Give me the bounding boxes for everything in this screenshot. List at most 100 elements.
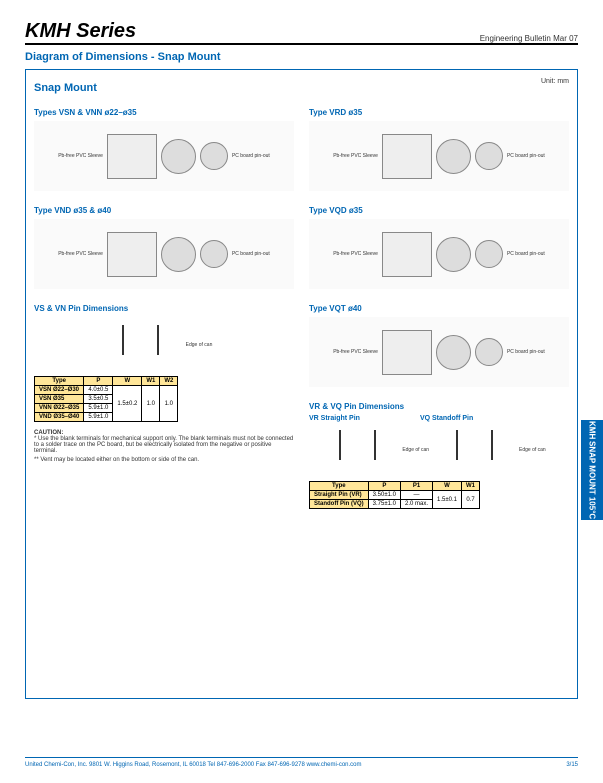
- pc-board-label-3: PC board pin-out: [507, 153, 545, 159]
- capacitor-top-icon: [161, 237, 196, 272]
- type-vnd-label: Type VND ø35 & ø40: [34, 206, 294, 215]
- cell: 1.0: [142, 386, 160, 422]
- cell: 1.5±0.2: [113, 386, 142, 422]
- type-vsn-vnn-label: Types VSN & VNN ø22–ø35: [34, 108, 294, 117]
- pinout-icon: [475, 142, 503, 170]
- cell: 5.9±1.0: [84, 404, 113, 413]
- section-title: Diagram of Dimensions - Snap Mount: [25, 51, 578, 63]
- cell: 0.7: [461, 491, 479, 509]
- cell: 2.0 max.: [400, 500, 432, 509]
- capacitor-side-icon: [382, 134, 432, 179]
- pc-board-label: PC board pin-out: [232, 153, 270, 159]
- capacitor-top-icon: [161, 139, 196, 174]
- vs-vn-pin-label: VS & VN Pin Dimensions: [34, 304, 294, 313]
- series-title: KMH Series: [25, 20, 136, 43]
- table-header-row: Type P W W1 W2: [35, 377, 178, 386]
- capacitor-top-icon: [436, 139, 471, 174]
- th-p: P: [84, 377, 113, 386]
- footer: United Chemi-Con, Inc. 9801 W. Higgins R…: [25, 757, 578, 768]
- table-row: Straight Pin (VR) 3.50±1.0 — 1.5±0.1 0.7: [310, 491, 480, 500]
- pin-icon: [332, 430, 347, 470]
- side-tab-line2: SNAP MOUNT 105°C: [588, 441, 597, 519]
- cell: Standoff Pin (VQ): [310, 500, 369, 509]
- diagram-vqd: Pb-free PVC Sleeve PC board pin-out: [309, 219, 569, 289]
- th-p: P: [368, 482, 400, 491]
- table-row: VSN Ø22–Ø30 4.0±0.5 1.5±0.2 1.0 1.0: [35, 386, 178, 395]
- type-vrd-label: Type VRD ø35: [309, 108, 569, 117]
- th-type: Type: [35, 377, 84, 386]
- vr-vq-pin-diagram: Edge of can Edge of can: [309, 422, 569, 477]
- diagram-vsn-vnn: Pb-free PVC Sleeve PC board pin-out: [34, 121, 294, 191]
- pin-icon: [116, 325, 131, 365]
- footer-company: United Chemi-Con, Inc. 9801 W. Higgins R…: [25, 762, 362, 768]
- pinout-icon: [200, 142, 228, 170]
- table-header-row: Type P P1 W W1: [310, 482, 480, 491]
- right-column: Type VRD ø35 Pb-free PVC Sleeve PC board…: [309, 108, 569, 509]
- pc-board-label-5: PC board pin-out: [507, 349, 545, 355]
- edge-label: Edge of can: [186, 342, 213, 348]
- capacitor-top-icon: [436, 335, 471, 370]
- type-vqd-label: Type VQD ø35: [309, 206, 569, 215]
- type-vqt-label: Type VQT ø40: [309, 304, 569, 313]
- caution-block: CAUTION: * Use the blank terminals for m…: [34, 430, 294, 463]
- box-title: Snap Mount: [34, 82, 97, 94]
- pinout-icon: [475, 338, 503, 366]
- caution-note2: ** Vent may be located either on the bot…: [34, 457, 294, 463]
- left-column: Types VSN & VNN ø22–ø35 Pb-free PVC Slee…: [34, 108, 294, 509]
- capacitor-side-icon: [382, 330, 432, 375]
- side-tab: KMH SNAP MOUNT 105°C: [581, 420, 603, 520]
- cell: 1.5±0.1: [433, 491, 462, 509]
- cell: 3.5±0.5: [84, 395, 113, 404]
- cell: 3.50±1.0: [368, 491, 400, 500]
- pb-free-label-3: Pb-free PVC Sleeve: [333, 153, 378, 159]
- pinout-icon: [200, 240, 228, 268]
- cell: VNN Ø22–Ø35: [35, 404, 84, 413]
- th-w1: W1: [461, 482, 479, 491]
- diagram-columns: Types VSN & VNN ø22–ø35 Pb-free PVC Slee…: [34, 108, 569, 509]
- cell: VSN Ø35: [35, 395, 84, 404]
- diagram-vqt: Pb-free PVC Sleeve PC board pin-out: [309, 317, 569, 387]
- vs-vn-pin-diagram: Edge of can: [34, 317, 294, 372]
- pb-free-label-5: Pb-free PVC Sleeve: [333, 349, 378, 355]
- cell: 3.75±1.0: [368, 500, 400, 509]
- pb-free-label-4: Pb-free PVC Sleeve: [333, 251, 378, 257]
- bulletin-label: Engineering Bulletin Mar 07: [480, 34, 578, 43]
- th-w1: W1: [142, 377, 160, 386]
- cell: Straight Pin (VR): [310, 491, 369, 500]
- pin-icon: [484, 430, 499, 470]
- pin-icon: [367, 430, 382, 470]
- vr-vq-dimension-table: Type P P1 W W1 Straight Pin (VR) 3.50±1.…: [309, 481, 480, 509]
- pinout-icon: [475, 240, 503, 268]
- vr-straight-label: VR Straight Pin: [309, 415, 360, 422]
- cell: VND Ø35–Ø40: [35, 413, 84, 422]
- pin-icon: [151, 325, 166, 365]
- cell: 4.0±0.5: [84, 386, 113, 395]
- cell: 1.0: [160, 386, 178, 422]
- pb-free-label: Pb-free PVC Sleeve: [58, 153, 103, 159]
- th-w: W: [113, 377, 142, 386]
- cell: VSN Ø22–Ø30: [35, 386, 84, 395]
- vs-vn-dimension-table: Type P W W1 W2 VSN Ø22–Ø30 4.0±0.5 1.5±0…: [34, 376, 178, 422]
- cell: —: [400, 491, 432, 500]
- pc-board-label-2: PC board pin-out: [232, 251, 270, 257]
- capacitor-top-icon: [436, 237, 471, 272]
- pc-board-label-4: PC board pin-out: [507, 251, 545, 257]
- edge-label-2: Edge of can: [402, 447, 429, 453]
- th-p1: P1: [400, 482, 432, 491]
- diagram-vnd: Pb-free PVC Sleeve PC board pin-out: [34, 219, 294, 289]
- header: KMH Series Engineering Bulletin Mar 07: [25, 20, 578, 45]
- edge-label-3: Edge of can: [519, 447, 546, 453]
- page-container: KMH Series Engineering Bulletin Mar 07 D…: [0, 0, 603, 783]
- capacitor-side-icon: [107, 232, 157, 277]
- th-w2: W2: [160, 377, 178, 386]
- th-w: W: [433, 482, 462, 491]
- pin-subtype-row: VR Straight Pin VQ Standoff Pin: [309, 415, 569, 422]
- th-type: Type: [310, 482, 369, 491]
- vq-standoff-label: VQ Standoff Pin: [420, 415, 473, 422]
- main-diagram-box: Snap Mount Unit: mm Types VSN & VNN ø22–…: [25, 69, 578, 699]
- cell: 5.9±1.0: [84, 413, 113, 422]
- footer-page: 3/15: [566, 762, 578, 768]
- caution-note1: * Use the blank terminals for mechanical…: [34, 436, 294, 454]
- side-tab-line1: KMH: [588, 421, 597, 439]
- capacitor-side-icon: [382, 232, 432, 277]
